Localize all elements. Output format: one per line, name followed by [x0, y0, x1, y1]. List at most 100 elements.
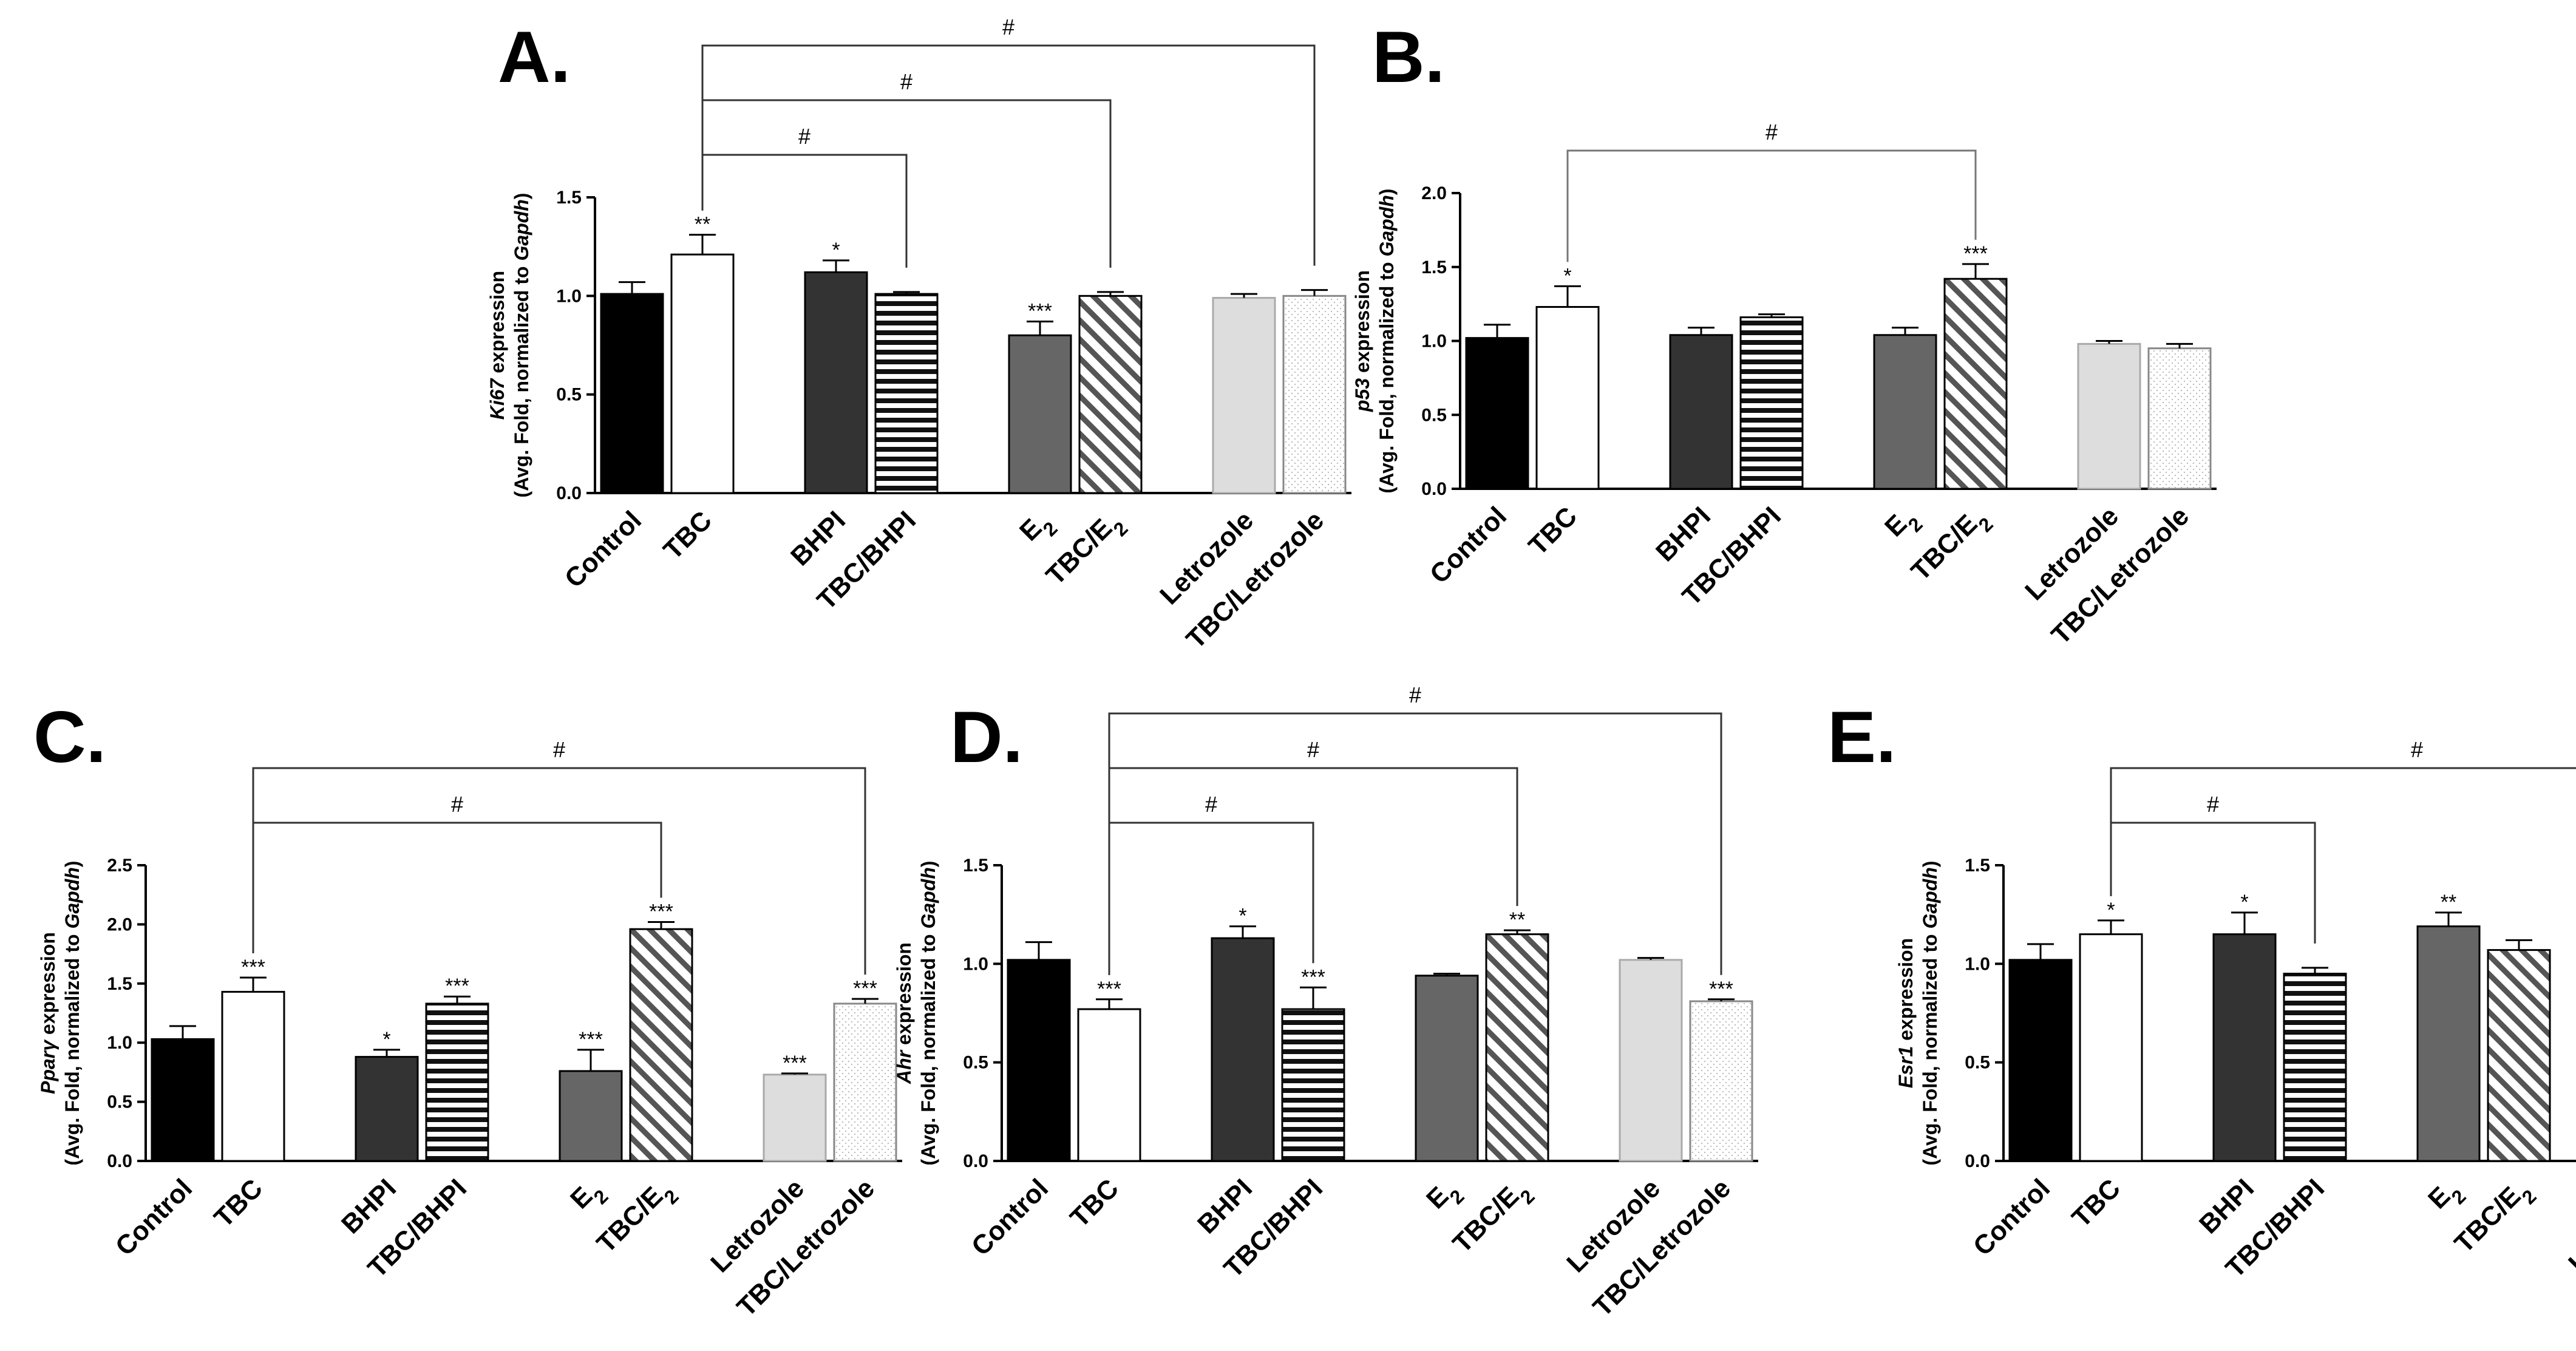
y-axis-label: p53 expression [1351, 270, 1373, 412]
y-tick-label: 0.0 [556, 483, 582, 503]
significance-marker: ** [1509, 908, 1525, 931]
y-axis-label: Ahr expression [893, 942, 915, 1084]
tick-label-5: TBC/E2 [591, 1173, 683, 1265]
y-axis-label-sub: (Avg. Fold, normalized to Gapdh) [511, 193, 532, 498]
y-tick-label: 1.0 [1421, 332, 1447, 352]
bar-tbc-bhpi [425, 1002, 489, 1162]
significance-bracket [1108, 712, 1722, 975]
bar-control [1465, 337, 1529, 490]
y-axis-label: Esr1 expression [1895, 938, 1917, 1088]
significance-bracket [701, 154, 908, 268]
significance-marker: ** [695, 213, 710, 236]
bar-bhpi [355, 1056, 419, 1162]
tick-label-4: E2 [565, 1173, 613, 1221]
y-axis-label: Pparγ expression [37, 932, 59, 1094]
significance-marker: *** [1097, 978, 1121, 1001]
tick-label-2: BHPI [1192, 1173, 1258, 1239]
bar-e2 [1415, 975, 1479, 1162]
bar-tbc-e2 [1485, 933, 1549, 1162]
significance-bracket [2110, 822, 2316, 944]
y-axis-label-sub: (Avg. Fold, normalized to Gapdh) [1376, 189, 1398, 494]
bar-tbc [1077, 1008, 1141, 1162]
significance-marker: *** [853, 977, 877, 1000]
bar-letrozole [763, 1074, 827, 1162]
bracket-label: # [2207, 792, 2219, 817]
bracket-label: # [553, 737, 565, 762]
bar-tbc-letrozole [2147, 347, 2212, 490]
bracket-label: # [1002, 15, 1014, 39]
y-tick-label: 1.5 [107, 974, 132, 994]
y-tick-label: 0.5 [1965, 1053, 1990, 1073]
y-tick-label: 1.5 [556, 188, 582, 208]
bar-tbc-e2 [1943, 277, 2008, 490]
y-tick-label: 0.5 [963, 1053, 988, 1073]
tick-label-0: Control [559, 505, 647, 593]
y-tick-label: 1.0 [107, 1033, 132, 1053]
chart-panel-e: E. 0.0 0.5 1.0 1.5 Esr1 expression (Avg. Fold,… [1827, 696, 2576, 1284]
tick-label-2: BHPI [1650, 501, 1716, 567]
tick-label-5: TBC/E2 [2449, 1173, 2541, 1265]
bar-tbc [1535, 305, 1600, 490]
significance-marker: *** [1709, 978, 1733, 1001]
significance-marker: * [2240, 891, 2248, 914]
bracket-label: # [900, 69, 912, 94]
tick-label-1: TBC [1064, 1173, 1124, 1233]
y-tick-label: 2.5 [107, 856, 132, 876]
bar-bhpi [804, 271, 868, 494]
y-tick-label: 0.0 [107, 1151, 132, 1171]
bar-bhpi [2212, 933, 2277, 1162]
bar-e2 [2416, 925, 2481, 1162]
significance-marker: *** [1963, 242, 1988, 265]
y-tick-label: 1.5 [1965, 856, 1990, 876]
y-axis-label-sub: (Avg. Fold, normalized to Gapdh) [61, 861, 83, 1166]
bracket-label: # [1205, 792, 1217, 817]
significance-marker: * [2107, 899, 2115, 922]
tick-label-2: BHPI [2194, 1173, 2260, 1239]
bar-control [2008, 959, 2073, 1162]
y-tick-label: 0.0 [1965, 1151, 1990, 1171]
significance-marker: *** [579, 1028, 603, 1051]
bracket-label: # [1765, 120, 1778, 145]
bracket-label: # [2411, 737, 2423, 762]
panel-label: D. [950, 696, 1023, 778]
y-tick-label: 1.5 [1421, 257, 1447, 277]
significance-marker: *** [1301, 965, 1325, 989]
bar-tbc-letrozole [833, 1002, 897, 1162]
y-tick-label: 0.0 [963, 1151, 988, 1171]
significance-marker: *** [783, 1052, 807, 1075]
tick-label-0: Control [1424, 501, 1512, 589]
significance-bracket [1566, 149, 1977, 262]
bar-bhpi [1669, 334, 1733, 490]
y-tick-label: 2.0 [1421, 183, 1447, 203]
bracket-label: # [798, 124, 811, 149]
bar-e2 [559, 1070, 623, 1162]
bar-bhpi [1211, 937, 1275, 1162]
tick-label-5: TBC/E2 [1041, 505, 1132, 597]
tick-label-0: Control [966, 1173, 1054, 1261]
y-tick-label: 0.5 [107, 1092, 132, 1112]
significance-marker: ** [2441, 891, 2456, 914]
bar-tbc-bhpi [1281, 1008, 1345, 1162]
bar-tbc-e2 [1078, 294, 1143, 494]
bar-letrozole [1619, 959, 1683, 1162]
tick-label-0: Control [110, 1173, 198, 1261]
bar-control [1007, 959, 1071, 1162]
y-tick-label: 1.0 [1965, 954, 1990, 974]
significance-marker: * [382, 1028, 390, 1051]
y-tick-label: 2.0 [107, 914, 132, 934]
bracket-label: # [451, 792, 463, 817]
y-tick-label: 0.5 [556, 385, 582, 405]
y-tick-label: 1.0 [963, 954, 988, 974]
y-axis-label: Ki67 expression [486, 271, 508, 420]
panel-label: E. [1827, 696, 1896, 778]
bracket-label: # [1307, 737, 1319, 762]
bar-tbc-letrozole [1282, 294, 1347, 494]
significance-marker: * [1563, 264, 1571, 287]
bar-control [600, 293, 664, 494]
bar-e2 [1008, 334, 1072, 494]
bar-e2 [1873, 334, 1937, 490]
tick-label-2: BHPI [785, 505, 851, 571]
tick-label-1: TBC [658, 505, 718, 565]
significance-bracket [701, 44, 1316, 266]
